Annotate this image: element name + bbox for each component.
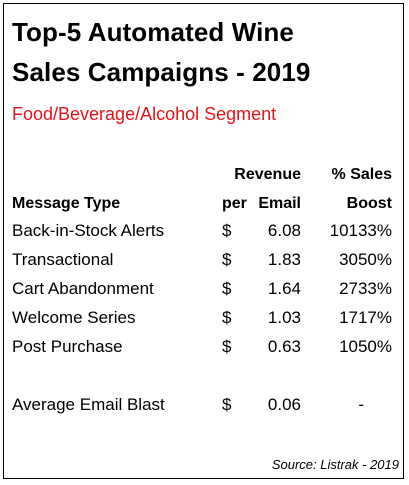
- row-message-type: Welcome Series: [12, 308, 136, 327]
- header-revenue: Revenue: [234, 166, 301, 183]
- row-currency: $: [222, 221, 232, 240]
- table-row: Post Purchase $ 0.63 1050%: [4, 333, 405, 361]
- header-message-type: Message Type: [12, 195, 121, 212]
- row-revenue: 0.63: [267, 337, 301, 356]
- average-boost: -: [358, 395, 364, 414]
- row-message-type: Transactional: [12, 250, 114, 269]
- table-row: Cart Abandonment $ 1.64 2733%: [4, 275, 405, 303]
- row-revenue: 6.08: [267, 221, 301, 240]
- row-revenue: 1.83: [267, 250, 301, 269]
- row-revenue: 1.03: [267, 308, 301, 327]
- average-row: Average Email Blast $ 0.06 -: [4, 391, 405, 419]
- row-message-type: Post Purchase: [12, 337, 123, 356]
- row-revenue: 1.64: [267, 279, 301, 298]
- table-row: Welcome Series $ 1.03 1717%: [4, 304, 405, 332]
- row-currency: $: [222, 279, 232, 298]
- row-currency: $: [222, 250, 232, 269]
- average-message-type: Average Email Blast: [12, 395, 165, 414]
- table-row: Back-in-Stock Alerts $ 6.08 10133%: [4, 217, 405, 245]
- row-message-type: Back-in-Stock Alerts: [12, 221, 165, 240]
- row-message-type: Cart Abandonment: [12, 279, 154, 298]
- table-frame: Top-5 Automated Wine Sales Campaigns - 2…: [3, 3, 404, 479]
- row-currency: $: [222, 337, 232, 356]
- row-boost: 3050%: [339, 250, 392, 269]
- row-boost: 10133%: [329, 221, 392, 240]
- header-per: per: [222, 195, 247, 212]
- title-line-2: Sales Campaigns - 2019: [12, 57, 311, 87]
- row-boost: 1050%: [339, 337, 392, 356]
- page-title: Top-5 Automated Wine Sales Campaigns - 2…: [12, 12, 402, 92]
- average-currency: $: [222, 395, 232, 414]
- title-line-1: Top-5 Automated Wine: [12, 17, 294, 47]
- header-boost: Boost: [346, 195, 392, 212]
- header-email: Email: [258, 195, 301, 212]
- table-row: Transactional $ 1.83 3050%: [4, 246, 405, 274]
- row-boost: 1717%: [339, 308, 392, 327]
- subtitle: Food/Beverage/Alcohol Segment: [12, 104, 277, 124]
- source-note: Source: Listrak - 2019: [271, 457, 399, 472]
- row-currency: $: [222, 308, 232, 327]
- row-boost: 2733%: [339, 279, 392, 298]
- header-sales-pct: % Sales: [331, 166, 392, 183]
- average-revenue: 0.06: [267, 395, 301, 414]
